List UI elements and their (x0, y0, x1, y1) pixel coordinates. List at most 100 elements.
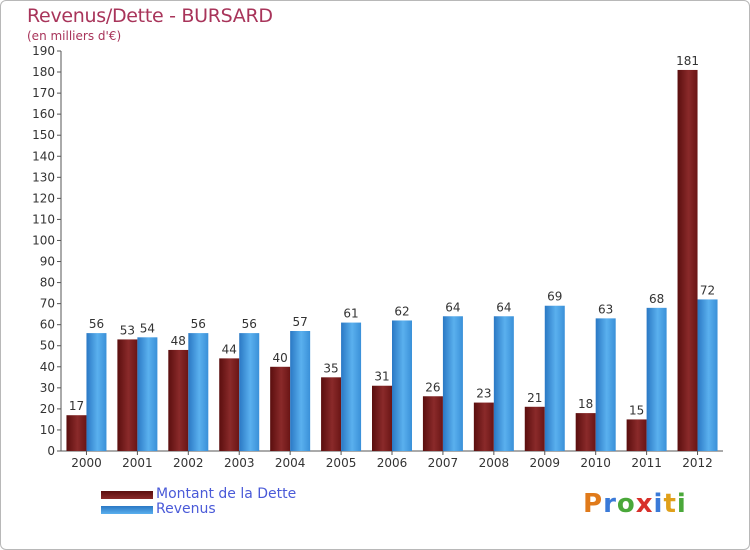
y-tick-label: 70 (40, 297, 55, 311)
y-tick-label: 90 (40, 255, 55, 269)
x-tick-label: 2000 (71, 456, 102, 470)
bar-revenus (341, 322, 362, 451)
data-label-revenus: 72 (700, 283, 715, 297)
bar-dette (575, 413, 596, 451)
chart-subtitle: (en milliers d'€) (27, 29, 122, 43)
x-tick-label: 2010 (580, 456, 611, 470)
y-tick-label: 180 (32, 65, 55, 79)
bar-dette (626, 419, 647, 451)
y-tick-label: 110 (32, 212, 55, 226)
bar-dette (270, 366, 291, 451)
bar-revenus (392, 320, 412, 451)
bar-dette (117, 339, 138, 451)
data-label-dette: 48 (171, 334, 186, 348)
x-tick-label: 2002 (173, 456, 204, 470)
legend: Montant de la Dette Revenus (101, 487, 296, 517)
y-tick-label: 170 (32, 86, 55, 100)
data-label-dette: 31 (374, 370, 389, 384)
legend-label-revenus: Revenus (156, 501, 216, 517)
logo-letter: i (676, 489, 687, 519)
x-tick-label: 2001 (122, 456, 153, 470)
data-label-revenus: 57 (293, 315, 308, 329)
y-tick-label: 160 (32, 107, 55, 121)
x-tick-label: 2012 (682, 456, 713, 470)
y-tick-label: 120 (32, 191, 55, 205)
bar-revenus (595, 318, 616, 451)
logo-letter: i (653, 489, 664, 519)
bar-revenus (442, 316, 463, 451)
y-tick-label: 100 (32, 233, 55, 247)
data-label-revenus: 61 (343, 307, 358, 321)
data-label-dette: 40 (273, 351, 288, 365)
data-label-dette: 35 (323, 361, 338, 375)
x-tick-label: 2011 (631, 456, 662, 470)
data-label-revenus: 54 (140, 321, 155, 335)
logo-letter: P (583, 489, 604, 519)
legend-label-dette: Montant de la Dette (156, 486, 297, 502)
y-tick-label: 40 (40, 360, 55, 374)
bar-dette (168, 349, 189, 451)
data-label-revenus: 69 (547, 290, 562, 304)
x-tick-label: 2004 (275, 456, 306, 470)
data-label-dette: 18 (578, 397, 593, 411)
y-tick-label: 50 (40, 339, 55, 353)
data-label-revenus: 64 (496, 300, 511, 314)
y-tick-label: 10 (40, 423, 55, 437)
logo-letter: x (635, 489, 654, 519)
y-tick-label: 190 (32, 44, 55, 58)
bar-dette (524, 406, 545, 451)
y-tick-label: 30 (40, 381, 55, 395)
bar-dette (219, 358, 240, 451)
logo-letter: r (603, 489, 617, 519)
bar-revenus (188, 333, 209, 451)
bar-revenus (697, 299, 718, 451)
bar-revenus (137, 337, 158, 451)
bar-revenus (544, 305, 565, 451)
data-label-dette: 181 (676, 54, 699, 68)
legend-swatch-revenus (101, 505, 153, 514)
data-label-revenus: 56 (89, 317, 104, 331)
data-label-dette: 17 (69, 399, 84, 413)
y-tick-label: 150 (32, 128, 55, 142)
x-tick-label: 2003 (224, 456, 255, 470)
logo-letter: t (663, 489, 677, 519)
y-tick-label: 60 (40, 318, 55, 332)
bar-revenus (239, 333, 260, 451)
legend-item-dette: Montant de la Dette (101, 487, 296, 502)
data-label-dette: 21 (527, 391, 542, 405)
proxiti-logo: Proxiti (583, 489, 687, 519)
bar-revenus (86, 333, 107, 451)
x-tick-label: 2006 (377, 456, 408, 470)
bar-dette (677, 69, 698, 452)
data-label-dette: 44 (222, 342, 237, 356)
chart-title: Revenus/Dette - BURSARD (27, 5, 273, 27)
bar-dette (422, 396, 443, 451)
data-label-revenus: 62 (394, 304, 409, 318)
data-label-dette: 26 (425, 380, 440, 394)
y-tick-label: 20 (40, 402, 55, 416)
bar-revenus (290, 331, 311, 451)
data-label-revenus: 63 (598, 302, 613, 316)
y-tick-label: 80 (40, 276, 55, 290)
x-tick-label: 2007 (428, 456, 459, 470)
y-tick-label: 130 (32, 170, 55, 184)
y-tick-label: 140 (32, 149, 55, 163)
x-tick-label: 2005 (326, 456, 357, 470)
bar-dette (372, 385, 392, 451)
y-tick-label: 0 (47, 444, 55, 458)
x-tick-label: 2008 (479, 456, 510, 470)
data-label-revenus: 56 (191, 317, 206, 331)
logo-letter: o (616, 489, 636, 519)
bar-dette (66, 415, 87, 451)
data-label-revenus: 64 (445, 300, 460, 314)
data-label-revenus: 68 (649, 292, 664, 306)
x-tick-label: 2009 (529, 456, 560, 470)
bar-revenus (646, 307, 667, 451)
data-label-revenus: 56 (242, 317, 257, 331)
legend-swatch-dette (101, 490, 153, 499)
bar-revenus (493, 316, 514, 451)
data-label-dette: 23 (476, 387, 491, 401)
data-label-dette: 15 (629, 403, 644, 417)
